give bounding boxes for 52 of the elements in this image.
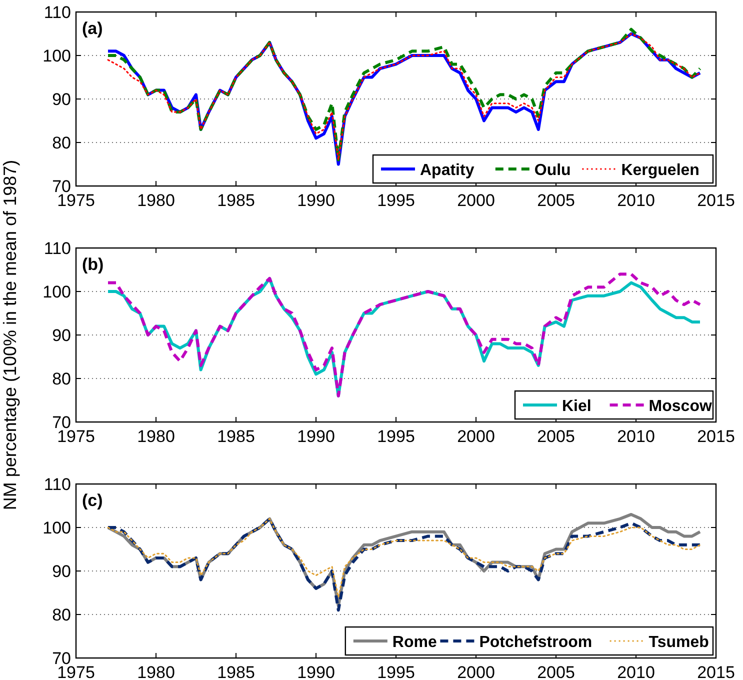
chart-title: (a): [82, 19, 103, 38]
x-tick-label: 2015: [697, 427, 735, 446]
x-tick-label: 2010: [617, 191, 655, 210]
legend-label: Moscow: [648, 398, 712, 415]
y-tick-label: 90: [52, 90, 71, 109]
y-tick-label: 110: [44, 475, 71, 494]
y-tick-label: 80: [52, 606, 71, 624]
legend-label: Rome: [392, 634, 437, 651]
x-tick-label: 1980: [137, 427, 175, 446]
x-tick-label: 1990: [297, 427, 335, 446]
x-tick-label: 1985: [217, 191, 255, 210]
legend-label: Potchefstroom: [479, 634, 592, 651]
y-tick-label: 80: [52, 370, 71, 388]
y-tick-label: 100: [42, 46, 71, 66]
x-tick-label: 1980: [137, 191, 175, 210]
y-tick-label: 90: [52, 326, 71, 345]
x-tick-label: 2000: [457, 427, 495, 446]
y-tick-label: 100: [42, 518, 71, 538]
legend-label: Tsumeb: [648, 634, 710, 651]
x-tick-label: 2005: [537, 191, 575, 210]
x-tick-label: 2015: [697, 191, 735, 210]
x-tick-label: 1985: [217, 427, 255, 446]
x-tick-label: 1980: [137, 663, 175, 680]
x-tick-label: 2005: [537, 663, 575, 680]
chart-title: (c): [82, 491, 103, 510]
x-tick-label: 1990: [297, 191, 335, 210]
y-tick-label: 110: [44, 3, 71, 22]
legend-label: Apatity: [420, 162, 474, 179]
y-tick-label: 90: [52, 562, 71, 581]
x-tick-label: 1985: [217, 663, 255, 680]
x-tick-label: 1995: [377, 427, 415, 446]
x-tick-label: 1975: [57, 663, 95, 680]
legend-label: Kerguelen: [621, 162, 700, 179]
legend-label: Kiel: [562, 398, 592, 415]
x-tick-label: 2010: [617, 427, 655, 446]
x-tick-label: 2000: [457, 663, 495, 680]
y-tick-label: 110: [44, 239, 71, 258]
x-tick-label: 1975: [57, 427, 95, 446]
legend-label: Oulu: [534, 162, 571, 179]
line-series: [107, 518, 701, 598]
chart-title: (b): [82, 255, 104, 274]
x-tick-label: 2010: [617, 663, 655, 680]
x-tick-label: 1990: [297, 663, 335, 680]
x-tick-label: 2015: [697, 663, 735, 680]
x-tick-label: 2000: [457, 191, 495, 210]
x-tick-label: 1975: [57, 191, 95, 210]
x-tick-label: 2005: [537, 427, 575, 446]
y-axis-title: NM percentage (100% in the mean of 1987): [0, 160, 20, 510]
x-tick-label: 1995: [377, 663, 415, 680]
y-tick-label: 100: [42, 282, 71, 302]
x-tick-label: 1995: [377, 191, 415, 210]
y-tick-label: 80: [52, 134, 71, 152]
